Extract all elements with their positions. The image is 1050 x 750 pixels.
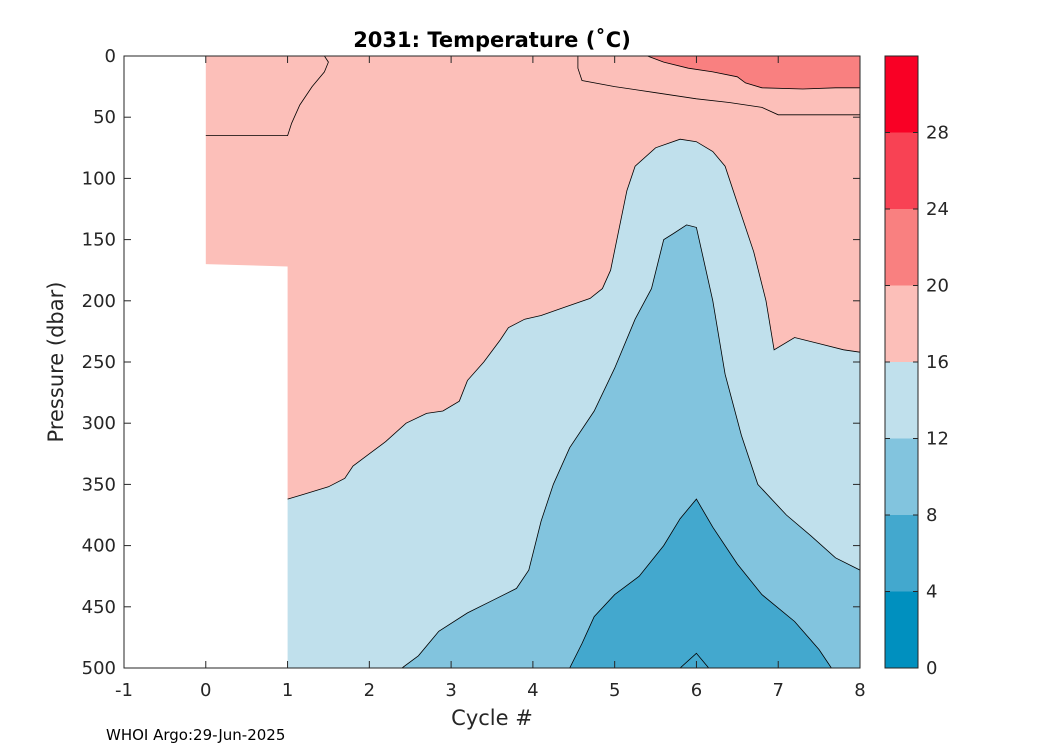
x-tick-label: 0 <box>200 680 211 701</box>
colorbar: 0 4 8 12 16 20 24 28 <box>884 55 949 679</box>
y-tick-label: 100 <box>82 168 116 189</box>
contour-line-20-0 <box>647 56 860 90</box>
y-tick-label: 300 <box>82 413 116 434</box>
colorbar-tick-label: 0 <box>926 658 937 679</box>
x-tick-label: 3 <box>445 680 456 701</box>
footer-credit: WHOI Argo:29-Jun-2025 <box>106 726 285 744</box>
x-axis-label: Cycle # <box>451 706 533 730</box>
colorbar-tick-label: 12 <box>926 429 949 450</box>
y-tick-label: 0 <box>105 46 116 67</box>
contour-line-8-5 <box>569 498 832 668</box>
colorbar-band-28-32 <box>885 56 918 133</box>
x-tick-label: 1 <box>282 680 293 701</box>
y-tick-label: 400 <box>82 536 116 557</box>
y-tick-label: 350 <box>82 474 116 495</box>
colorbar-band-0-4 <box>885 591 918 668</box>
y-tick-label: 250 <box>82 352 116 373</box>
y-tick-label: 200 <box>82 291 116 312</box>
no-data-region <box>124 56 288 668</box>
x-tick-label: 2 <box>364 680 375 701</box>
colorbar-tick-label: 8 <box>926 505 937 526</box>
colorbar-band-8-12 <box>885 438 918 515</box>
contour-line-16-1 <box>205 56 329 137</box>
x-tick-label: 6 <box>691 680 702 701</box>
contour-line-16-3 <box>287 138 860 500</box>
x-tick-label: 7 <box>772 680 783 701</box>
contour-line-16-2 <box>577 56 860 116</box>
x-axis: -1 0 1 2 3 4 5 6 7 8 <box>115 56 866 701</box>
x-tick-label: 8 <box>854 680 865 701</box>
chart-title: 2031: Temperature (˚C) <box>353 28 631 52</box>
colorbar-band-12-16 <box>885 362 918 439</box>
colorbar-tick-label: 24 <box>926 199 949 220</box>
colorbar-band-24-28 <box>885 132 918 209</box>
y-tick-label: 150 <box>82 230 116 251</box>
colorbar-tick-label: 20 <box>926 276 949 297</box>
y-tick-label: 500 <box>82 658 116 679</box>
region-20-24 <box>647 56 860 89</box>
temperature-fill-layer <box>124 56 860 668</box>
y-axis-label: Pressure (dbar) <box>44 282 68 443</box>
contour-line-8-6 <box>679 652 710 668</box>
colorbar-tick-label: 4 <box>926 582 937 603</box>
x-tick-label: 5 <box>609 680 620 701</box>
region-4-8 <box>569 499 832 668</box>
contour-line-12-4 <box>401 224 860 668</box>
region-4-8-bottom-spot <box>680 653 709 668</box>
colorbar-band-16-20 <box>885 285 918 362</box>
x-tick-label: 4 <box>527 680 538 701</box>
x-tick-label: -1 <box>115 680 133 701</box>
y-tick-label: 450 <box>82 597 116 618</box>
contour-lines <box>205 56 860 668</box>
y-axis: 0 50 100 150 200 250 300 350 400 450 500 <box>82 46 860 679</box>
plot-area <box>124 56 860 668</box>
region-8-12 <box>402 224 860 668</box>
colorbar-tick-label: 16 <box>926 352 949 373</box>
colorbar-band-4-8 <box>885 515 918 592</box>
colorbar-band-20-24 <box>885 209 918 286</box>
y-tick-label: 50 <box>93 107 116 128</box>
colorbar-tick-label: 28 <box>926 123 949 144</box>
